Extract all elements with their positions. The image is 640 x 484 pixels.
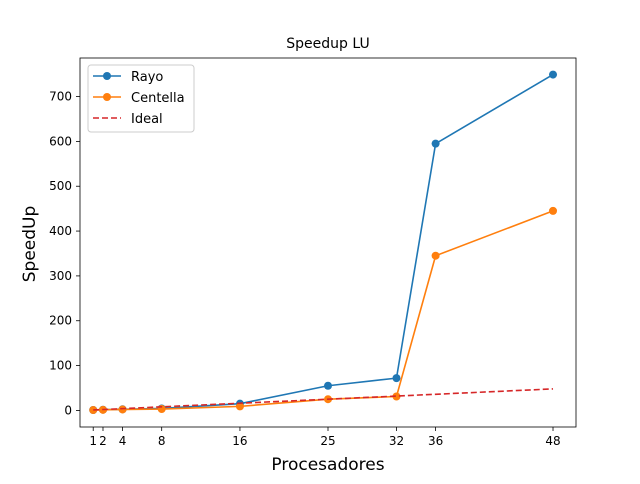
- data-point-rayo: [431, 139, 440, 148]
- y-tick-label: 300: [49, 269, 72, 283]
- y-tick-label: 100: [49, 359, 72, 373]
- y-tick-label: 400: [49, 224, 72, 238]
- legend-label-rayo: Rayo: [131, 70, 163, 85]
- x-tick-label: 2: [99, 434, 107, 448]
- legend-label-ideal: Ideal: [131, 112, 163, 127]
- data-point-centella: [392, 392, 401, 401]
- axes-frame: [79, 57, 577, 428]
- legend-marker-centella: [103, 93, 111, 101]
- data-point-rayo: [392, 374, 401, 383]
- data-point-rayo: [549, 70, 558, 79]
- x-tick-label: 1: [89, 434, 97, 448]
- y-tick-label: 200: [49, 314, 72, 328]
- x-tick-label: 4: [119, 434, 127, 448]
- x-tick-label: 8: [158, 434, 166, 448]
- data-point-centella: [118, 405, 127, 414]
- data-point-centella: [431, 251, 440, 260]
- chart-title: Speedup LU: [286, 36, 369, 52]
- x-tick-label: 25: [320, 434, 335, 448]
- data-point-centella: [549, 206, 558, 215]
- data-point-rayo: [324, 381, 332, 390]
- y-tick-label: 700: [49, 90, 72, 104]
- x-tick-label: 16: [232, 434, 247, 448]
- x-tick-label: 36: [428, 434, 443, 448]
- legend-box: [87, 64, 195, 133]
- series-line-ideal: [93, 388, 554, 411]
- legend-marker-rayo: [103, 72, 111, 80]
- x-tick-label: 32: [389, 434, 404, 448]
- legend-label-centella: Centella: [131, 91, 185, 106]
- data-point-centella: [89, 406, 98, 415]
- y-tick-label: 600: [49, 134, 72, 148]
- y-tick-label: 500: [49, 179, 72, 193]
- x-axis-title: Procesadores: [271, 455, 384, 475]
- y-tick-label: 0: [64, 403, 72, 417]
- x-tick-label: 48: [545, 434, 560, 448]
- y-axis-title: SpeedUp: [20, 206, 40, 283]
- legend: Rayo Centella Ideal: [87, 64, 195, 133]
- data-point-centella: [235, 402, 244, 411]
